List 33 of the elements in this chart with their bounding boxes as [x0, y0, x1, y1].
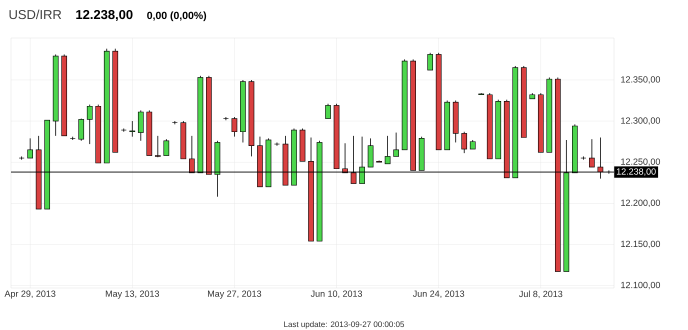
- chart-subtitle: 12.238,00: [76, 10, 133, 21]
- chart-title: USD/IRR: [10, 10, 62, 20]
- ref-line-label: 12.238,00: [616, 168, 656, 176]
- x-tick-label: Jul 8, 2013: [519, 290, 562, 298]
- y-tick-label: 12.300,00: [621, 117, 660, 125]
- candlestick: [78, 118, 84, 142]
- candlestick: [384, 135, 390, 164]
- y-tick-label: 12.250,00: [621, 158, 660, 166]
- candlestick: [223, 116, 229, 121]
- x-tick-label: May 27, 2013: [208, 290, 262, 299]
- candlestick: [461, 131, 468, 154]
- y-tick-label: 12.350,00: [621, 76, 660, 84]
- candlestick: [325, 103, 331, 119]
- x-tick-label: Jun 24, 2013: [412, 290, 464, 298]
- x-tick-label: Jun 10, 2013: [310, 290, 362, 298]
- candlestick: [86, 104, 93, 144]
- candlestick: [232, 116, 238, 138]
- y-tick-label: 12.200,00: [621, 200, 660, 207]
- candlestick: [163, 138, 170, 156]
- text: 0,00 (0,00%): [147, 11, 206, 22]
- x-tick-label: May 13, 2013: [106, 290, 160, 299]
- candlestick: [129, 120, 136, 138]
- candlestick: [470, 140, 476, 150]
- candlestick: [274, 142, 280, 146]
- candlestick: [427, 52, 434, 70]
- candlestick: [589, 138, 595, 168]
- y-tick-label: 12.100,00: [621, 282, 660, 290]
- candlestick: [138, 110, 144, 142]
- candlestick: [393, 132, 399, 157]
- x-tick-label: Apr 29, 2013: [4, 290, 56, 299]
- candlestick: [368, 138, 374, 168]
- y-tick-label: 12.150,00: [621, 240, 660, 248]
- candlestick: [27, 138, 34, 158]
